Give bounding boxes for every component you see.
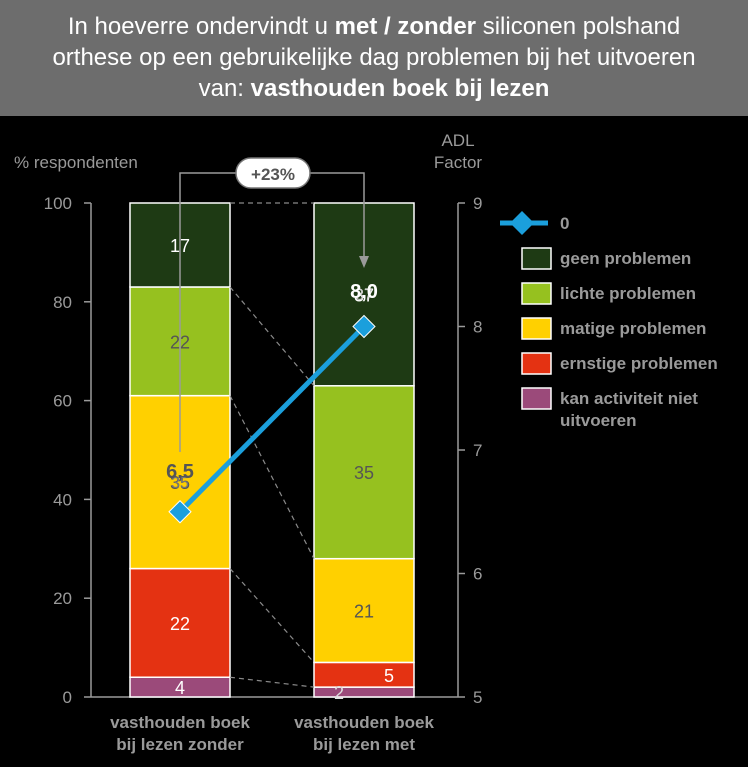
y2-tick-label: 8	[473, 318, 482, 337]
y-axis-label: % respondenten	[14, 153, 138, 172]
adl-marker	[352, 314, 376, 339]
bar-value-label: 35	[354, 463, 374, 483]
legend-label: lichte problemen	[560, 284, 696, 303]
y2-tick-label: 7	[473, 441, 482, 460]
y2-tick-label: 9	[473, 194, 482, 213]
bar-segment	[313, 661, 415, 688]
bar-value-label: 2	[334, 683, 344, 703]
y-tick-label: 60	[53, 392, 72, 411]
adl-data-label: 6,5	[166, 461, 194, 483]
x-category-label: vasthouden boek	[294, 713, 434, 732]
legend-label: ernstige problemen	[560, 354, 718, 373]
bar-value-label: 35	[170, 473, 190, 493]
title-text: siliconen polshand	[476, 13, 681, 40]
annotation-label: +23%	[251, 165, 295, 184]
annotation-pill	[235, 157, 311, 189]
connector-line	[229, 568, 315, 663]
connector-line	[229, 676, 315, 688]
x-category-label: bij lezen zonder	[116, 735, 244, 754]
y2-tick-label: 5	[473, 688, 482, 707]
bar-value-label: 37	[355, 287, 373, 304]
title-bold-text: vasthouden boek bij lezen	[250, 75, 550, 102]
annotation-arrow-head	[359, 256, 369, 268]
bar-value-label: 21	[354, 602, 374, 622]
bar-value-label: 37	[354, 285, 374, 305]
y-tick-label: 80	[53, 293, 72, 312]
adl-marker	[168, 500, 192, 524]
y2-tick-label: 6	[473, 565, 482, 584]
legend-line-marker	[510, 211, 534, 235]
title-line-2: orthese op een gebruikelijke dag problem…	[52, 44, 696, 71]
legend-swatch	[521, 317, 552, 340]
bar-value-label: 35	[171, 475, 189, 492]
title-bold-text: met / zonder	[334, 13, 477, 40]
adl-line	[178, 324, 366, 514]
connector-line	[229, 395, 315, 559]
legend-label: 0	[560, 214, 569, 233]
legend-swatch	[521, 387, 552, 410]
legend-swatch	[521, 282, 552, 305]
bar-segment	[313, 686, 415, 698]
y-tick-label: 40	[53, 490, 72, 509]
bar-value-label: 22	[170, 614, 190, 634]
bar-segment	[129, 567, 231, 678]
y-tick-label: 0	[63, 688, 72, 707]
legend-label: matige problemen	[560, 319, 706, 338]
adl-data-label: 8,0	[350, 281, 378, 303]
legend-swatch	[521, 247, 552, 270]
x-category-label: bij lezen met	[313, 735, 415, 754]
y-tick-label: 100	[44, 194, 72, 213]
bar-segment	[313, 385, 415, 560]
title-line-1: In hoeverre ondervindt u met / zonder si…	[0, 13, 748, 41]
legend-label: uitvoeren	[560, 411, 637, 430]
x-category-label: vasthouden boek	[110, 713, 250, 732]
title-text: In hoeverre ondervindt u	[67, 13, 335, 40]
bar-value-label: 4	[175, 678, 185, 698]
title-line-3: van: vasthouden boek bij lezen	[0, 75, 748, 103]
bar-value-label: 5	[384, 666, 394, 686]
legend-swatch	[521, 352, 552, 375]
legend-label: kan activiteit niet	[560, 389, 698, 408]
title-text: van:	[198, 75, 251, 102]
y2-axis-label-line1: ADL	[441, 131, 474, 150]
connector-line	[229, 286, 315, 387]
y-tick-label: 20	[53, 589, 72, 608]
y2-axis-label-line2: Factor	[434, 153, 483, 172]
chart-title: In hoeverre ondervindt u met / zonder si…	[0, 0, 748, 116]
legend-label: geen problemen	[560, 249, 691, 268]
